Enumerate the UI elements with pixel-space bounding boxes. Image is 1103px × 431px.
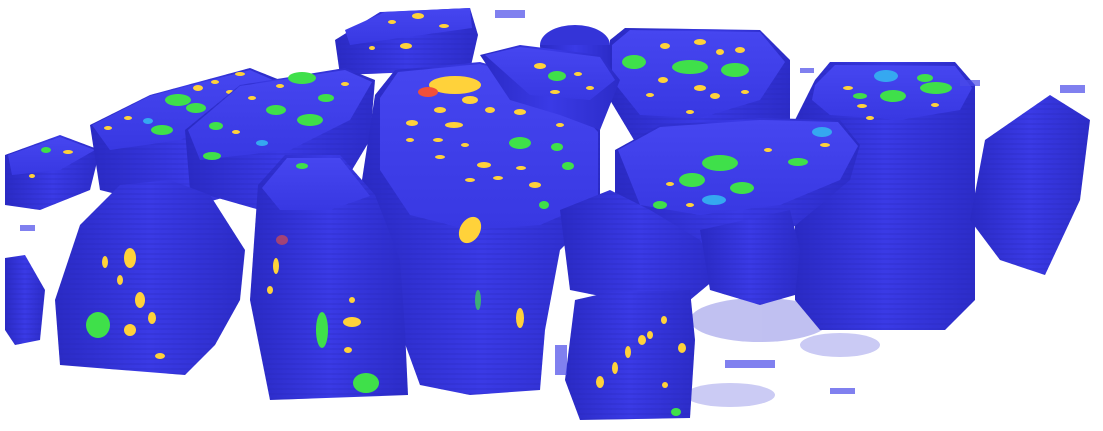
grain-right-mid-column [700, 210, 800, 305]
debris-fragments [20, 10, 1085, 394]
grain-back-left [335, 8, 478, 75]
grain-front-center [250, 155, 408, 400]
floor-shadows [685, 298, 880, 407]
grain-upper-small-plate [480, 45, 620, 130]
grain-left-edge [5, 255, 45, 345]
grain-left-slab [5, 135, 100, 210]
grain-front-right [565, 290, 695, 420]
grain-right-middle-plate [615, 118, 860, 250]
grain-right-wedge [970, 95, 1090, 275]
grain-center-right-filler [560, 190, 720, 300]
grain-center-large [362, 62, 600, 395]
grain-front-left [55, 180, 245, 375]
